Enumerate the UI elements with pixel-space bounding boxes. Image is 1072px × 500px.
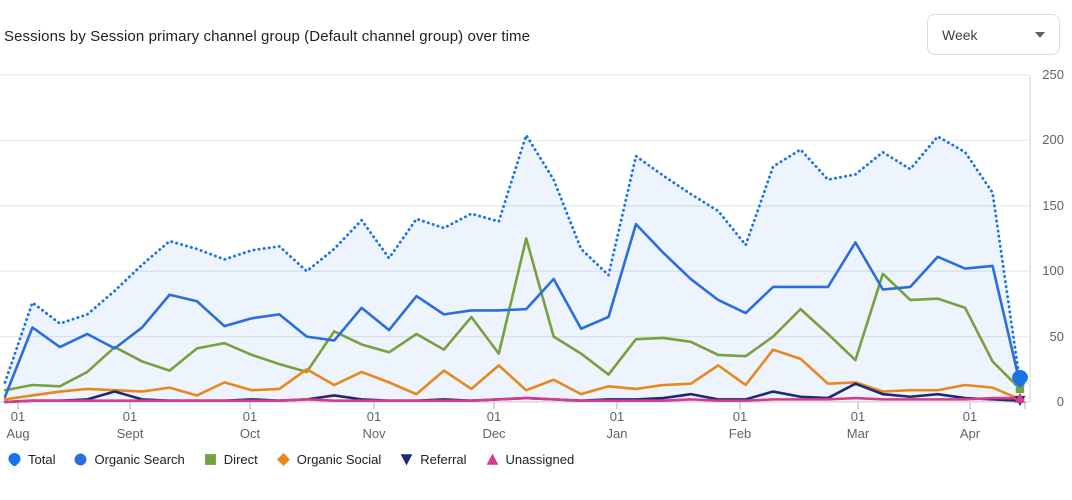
chevron-down-icon: [1035, 31, 1045, 38]
legend-item-direct[interactable]: Direct: [204, 452, 258, 467]
legend-label: Organic Social: [296, 452, 382, 467]
x-tick-label-apr: 01 Apr: [959, 409, 981, 441]
drop-icon: [8, 453, 21, 466]
legend-label: Direct: [223, 452, 258, 467]
legend: Total Organic Search Direct Organic Social R…: [8, 452, 574, 467]
x-tick-label-feb: 01 Feb: [728, 409, 752, 441]
y-tick-label: 100: [1042, 263, 1064, 279]
chart-title: Sessions by Session primary channel grou…: [4, 28, 531, 45]
chart-plot-area[interactable]: 250 200 150 100 50 0 01 Aug 01 Sept 01 Oct 01 Nov 01 D…: [0, 0, 1072, 445]
legend-label: Referral: [420, 452, 467, 467]
x-tick-label-sept: 01 Sept: [116, 409, 144, 441]
y-tick-label: 250: [1042, 67, 1064, 82]
triangle-up-icon: [486, 453, 498, 465]
y-tick-label: 50: [1049, 328, 1064, 344]
x-tick-label-jan: 01 Jan: [606, 409, 628, 441]
end-marker-unassigned: [1014, 392, 1026, 403]
x-tick-label-dec: 01 Dec: [482, 409, 506, 441]
legend-item-organic-social[interactable]: Organic Social: [276, 452, 382, 467]
y-tick-label: 200: [1042, 132, 1064, 148]
legend-item-referral[interactable]: Referral: [400, 452, 467, 467]
x-tick-label-mar: 01 Mar: [846, 409, 870, 441]
series-line-direct[interactable]: [3, 237, 1022, 392]
legend-item-total[interactable]: Total: [8, 452, 55, 467]
circle-icon: [75, 453, 87, 466]
x-tick-label-oct: 01 Oct: [239, 409, 261, 441]
diamond-icon: [276, 453, 290, 466]
triangle-down-icon: [400, 454, 413, 466]
sessions-chart[interactable]: [0, 0, 1072, 445]
legend-item-organic-search[interactable]: Organic Search: [74, 452, 185, 467]
end-marker-direct: [1015, 384, 1025, 394]
legend-label: Total: [28, 452, 56, 467]
legend-label: Organic Search: [94, 452, 185, 467]
series-line-organic-social[interactable]: [3, 348, 1022, 401]
series-line-organic-search[interactable]: [3, 222, 1022, 399]
y-tick-label: 0: [1056, 394, 1064, 409]
end-marker-total: [1012, 369, 1028, 388]
legend-label: Unassigned: [505, 452, 575, 467]
y-tick-label: 150: [1042, 197, 1064, 213]
square-icon: [204, 454, 216, 465]
x-tick-label-nov: 01 Nov: [362, 409, 386, 441]
legend-item-unassigned[interactable]: Unassigned: [486, 452, 575, 467]
granularity-dropdown[interactable]: Week: [927, 14, 1060, 55]
x-tick-label-aug: 01 Aug: [6, 409, 30, 441]
granularity-value: Week: [942, 26, 978, 43]
series-line-unassigned[interactable]: [3, 396, 1022, 404]
series-line-total[interactable]: [3, 133, 1022, 384]
